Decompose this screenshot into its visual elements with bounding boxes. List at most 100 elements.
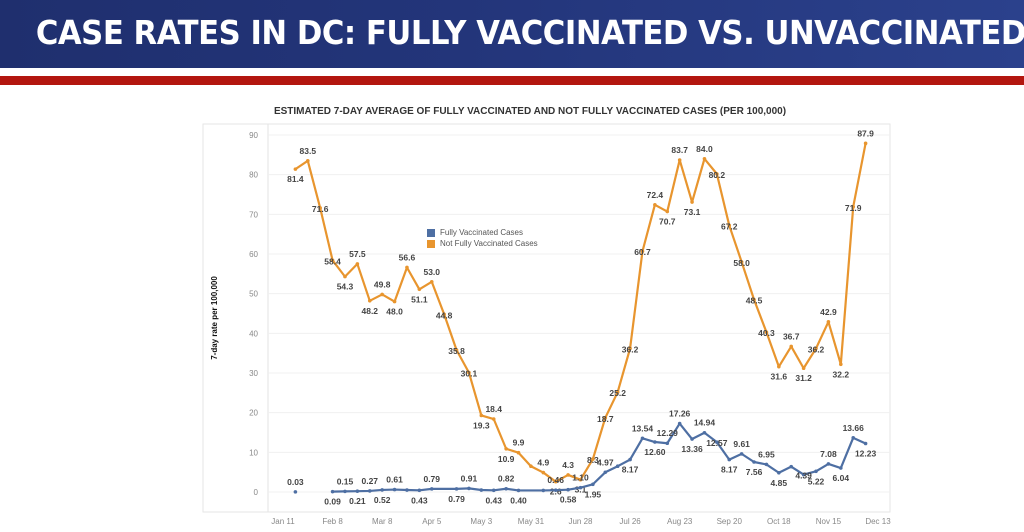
data-point-fully-vaccinated-cases <box>591 482 595 487</box>
data-label-fully-vaccinated-cases: 8.17 <box>721 465 738 475</box>
data-point-not-fully-vaccinated-cases <box>826 320 831 324</box>
data-label-not-fully-vaccinated-cases: 70.7 <box>659 217 676 227</box>
data-point-not-fully-vaccinated-cases <box>529 464 533 469</box>
data-point-fully-vaccinated-cases <box>467 486 471 491</box>
legend-label-fully-vaccinated: Fully Vaccinated Cases <box>440 228 523 237</box>
data-label-not-fully-vaccinated-cases: 58.4 <box>324 256 341 266</box>
data-label-not-fully-vaccinated-cases: 71.9 <box>845 203 862 213</box>
data-label-fully-vaccinated-cases: 13.54 <box>632 423 654 433</box>
data-label-fully-vaccinated-cases: 8.17 <box>622 465 639 475</box>
data-label-fully-vaccinated-cases: 1.10 <box>572 473 589 483</box>
data-point-not-fully-vaccinated-cases <box>653 203 657 207</box>
data-label-not-fully-vaccinated-cases: 31.6 <box>771 372 788 382</box>
data-label-fully-vaccinated-cases: 17.26 <box>669 409 691 419</box>
data-point-fully-vaccinated-cases <box>814 469 818 474</box>
data-point-not-fully-vaccinated-cases <box>541 470 546 475</box>
legend-swatch-not-fully-vaccinated <box>427 239 435 248</box>
data-label-fully-vaccinated-cases: 0.40 <box>510 495 527 505</box>
data-label-not-fully-vaccinated-cases: 58.0 <box>733 258 750 268</box>
data-point-not-fully-vaccinated-cases <box>839 362 843 367</box>
data-point-not-fully-vaccinated-cases <box>467 370 471 375</box>
data-point-not-fully-vaccinated-cases <box>355 262 360 266</box>
data-point-fully-vaccinated-cases <box>628 457 632 462</box>
data-point-not-fully-vaccinated-cases <box>318 206 322 210</box>
data-point-fully-vaccinated-cases <box>789 464 794 469</box>
data-label-fully-vaccinated-cases: 12.29 <box>657 428 679 438</box>
data-label-not-fully-vaccinated-cases: 25.2 <box>609 388 626 398</box>
data-point-not-fully-vaccinated-cases <box>367 299 372 303</box>
data-point-not-fully-vaccinated-cases <box>343 274 347 279</box>
data-point-fully-vaccinated-cases <box>603 470 608 475</box>
data-point-not-fully-vaccinated-cases <box>752 297 756 302</box>
data-label-fully-vaccinated-cases: 0.43 <box>411 495 428 505</box>
data-label-not-fully-vaccinated-cases: 80.2 <box>709 170 726 180</box>
x-tick-label: Mar 8 <box>372 517 393 526</box>
data-label-not-fully-vaccinated-cases: 53.0 <box>423 267 440 277</box>
data-point-not-fully-vaccinated-cases <box>293 167 298 171</box>
separator-band <box>0 68 1024 76</box>
data-label-not-fully-vaccinated-cases: 8.3 <box>587 455 599 465</box>
y-tick-label: 30 <box>249 369 258 378</box>
data-point-fully-vaccinated-cases <box>491 488 496 493</box>
data-label-fully-vaccinated-cases: 7.08 <box>820 449 837 459</box>
data-point-fully-vaccinated-cases <box>826 462 831 466</box>
data-label-not-fully-vaccinated-cases: 30.1 <box>461 369 478 379</box>
banner-title: CASE RATES IN DC: FULLY VACCINATED VS. U… <box>35 13 1024 52</box>
data-point-fully-vaccinated-cases <box>653 440 657 444</box>
data-label-not-fully-vaccinated-cases: 54.3 <box>337 282 354 292</box>
data-label-fully-vaccinated-cases: 4.97 <box>597 457 614 467</box>
data-label-not-fully-vaccinated-cases: 87.9 <box>857 128 874 138</box>
data-label-fully-vaccinated-cases: 7.56 <box>746 467 763 477</box>
red-stripe <box>0 76 1024 85</box>
data-label-fully-vaccinated-cases: 4.85 <box>771 478 788 488</box>
data-label-not-fully-vaccinated-cases: 32.2 <box>833 369 850 379</box>
data-point-fully-vaccinated-cases <box>479 488 484 492</box>
data-point-fully-vaccinated-cases <box>553 488 558 492</box>
data-point-not-fully-vaccinated-cases <box>764 330 769 334</box>
data-point-not-fully-vaccinated-cases <box>330 258 335 263</box>
data-label-fully-vaccinated-cases: 0.79 <box>448 494 465 504</box>
data-point-fully-vaccinated-cases <box>851 436 856 440</box>
data-point-not-fully-vaccinated-cases <box>801 366 806 371</box>
data-label-fully-vaccinated-cases: 0.82 <box>498 474 515 484</box>
data-label-not-fully-vaccinated-cases: 19.3 <box>473 420 490 430</box>
data-point-fully-vaccinated-cases <box>392 487 397 492</box>
data-point-not-fully-vaccinated-cases <box>628 346 632 351</box>
data-point-not-fully-vaccinated-cases <box>789 344 794 349</box>
x-tick-label: Feb 8 <box>322 517 343 526</box>
data-point-not-fully-vaccinated-cases <box>491 417 496 421</box>
x-tick-label: Jul 26 <box>619 517 641 526</box>
data-label-fully-vaccinated-cases: 0.61 <box>386 475 403 485</box>
data-point-not-fully-vaccinated-cases <box>690 200 694 204</box>
legend-label-not-fully-vaccinated: Not Fully Vaccinated Cases <box>440 239 538 248</box>
data-point-fully-vaccinated-cases <box>702 430 707 435</box>
data-point-fully-vaccinated-cases <box>777 470 781 475</box>
data-point-fully-vaccinated-cases <box>454 487 459 491</box>
data-point-fully-vaccinated-cases <box>752 460 756 464</box>
data-label-not-fully-vaccinated-cases: 72.4 <box>647 190 664 200</box>
data-point-fully-vaccinated-cases <box>293 490 298 494</box>
data-label-not-fully-vaccinated-cases: 18.4 <box>485 404 502 414</box>
data-point-fully-vaccinated-cases <box>677 421 682 426</box>
data-label-not-fully-vaccinated-cases: 67.2 <box>721 221 738 231</box>
data-point-not-fully-vaccinated-cases <box>814 346 818 351</box>
x-tick-label: Nov 15 <box>816 517 842 526</box>
data-point-fully-vaccinated-cases <box>380 488 384 492</box>
y-tick-label: 90 <box>249 131 258 140</box>
data-label-fully-vaccinated-cases: 6.04 <box>833 473 850 483</box>
data-label-not-fully-vaccinated-cases: 83.5 <box>300 146 317 156</box>
y-tick-label: 70 <box>249 210 258 219</box>
data-point-not-fully-vaccinated-cases <box>442 312 446 317</box>
data-label-fully-vaccinated-cases: 13.36 <box>681 444 703 454</box>
data-point-not-fully-vaccinated-cases <box>863 141 868 146</box>
data-point-fully-vaccinated-cases <box>839 466 843 470</box>
data-label-fully-vaccinated-cases: 9.61 <box>733 439 750 449</box>
data-point-fully-vaccinated-cases <box>739 452 744 456</box>
data-point-not-fully-vaccinated-cases <box>305 158 310 163</box>
data-label-not-fully-vaccinated-cases: 36.2 <box>622 344 639 354</box>
chart-title: ESTIMATED 7-DAY AVERAGE OF FULLY VACCINA… <box>273 106 787 117</box>
chart-legend: Fully Vaccinated Cases Not Fully Vaccina… <box>427 227 538 249</box>
x-tick-label: Aug 23 <box>667 517 693 526</box>
y-tick-label: 60 <box>249 250 258 259</box>
data-label-fully-vaccinated-cases: 13.66 <box>843 423 865 433</box>
